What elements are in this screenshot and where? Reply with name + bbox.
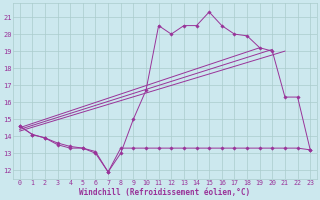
X-axis label: Windchill (Refroidissement éolien,°C): Windchill (Refroidissement éolien,°C): [79, 188, 251, 197]
